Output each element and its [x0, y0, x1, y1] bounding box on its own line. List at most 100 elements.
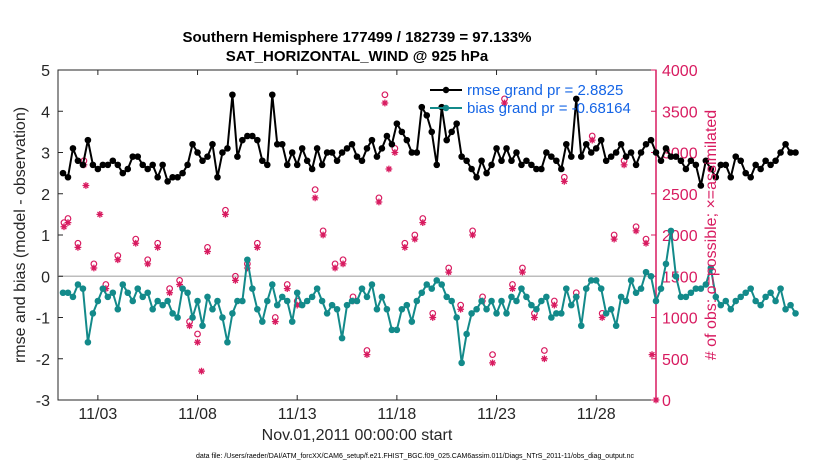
bias-point: [139, 293, 147, 301]
obs-assimilated-marker: [550, 301, 558, 309]
bias-point: [563, 285, 570, 292]
x-tick-label: 11/23: [477, 406, 516, 423]
rmse-point: [69, 145, 77, 152]
bias-point: [413, 297, 421, 305]
rmse-point: [767, 161, 774, 169]
rmse-point: [313, 145, 321, 152]
obs-possible-marker: [311, 186, 319, 194]
bias-point: [602, 310, 610, 317]
rmse-point: [627, 149, 635, 156]
rmse-point: [722, 161, 730, 169]
bias-point: [622, 297, 630, 305]
bias-point: [343, 301, 351, 309]
rmse-point: [697, 182, 705, 189]
rmse-point: [473, 173, 480, 181]
rmse-point: [458, 153, 465, 160]
bias-point: [647, 272, 655, 280]
bias-point: [298, 301, 306, 309]
obs-assimilated-marker: [176, 281, 183, 288]
bias-point: [373, 305, 381, 313]
y-axis-right-label: # of obs: o=possible; ×=assimilated: [703, 110, 720, 360]
rmse-point: [403, 136, 411, 144]
obs-assimilated-marker: [375, 198, 383, 206]
x-axis-label: Nov.01,2011 00:00:00 start: [262, 427, 453, 444]
x-axis: 11/03 11/08 11/13 11/18 11/23 11/28: [78, 70, 616, 423]
bias-point: [378, 293, 386, 301]
bias-point: [637, 285, 645, 292]
obs-assimilated-marker: [469, 231, 477, 239]
bias-point: [303, 297, 311, 305]
obs-assimilated-marker: [186, 322, 193, 330]
bias-point: [443, 293, 451, 301]
bias-point: [219, 314, 226, 321]
bias-point: [69, 293, 77, 301]
obs-assimilated-marker: [198, 367, 205, 375]
bias-point: [652, 297, 660, 305]
rmse-point: [597, 136, 605, 144]
bias-point: [478, 297, 485, 305]
y-left-tick-label: -1: [36, 311, 50, 328]
y-left-tick-label: 4: [41, 104, 50, 121]
y-right-tick-label: 3500: [662, 104, 698, 121]
bias-point: [772, 297, 779, 305]
rmse-point: [662, 145, 670, 152]
rmse-point: [637, 149, 645, 156]
rmse-point: [747, 173, 754, 181]
rmse-point: [443, 136, 451, 144]
rmse-point: [79, 161, 87, 169]
rmse-point: [523, 157, 530, 165]
bias-point: [79, 285, 87, 292]
rmse-point: [328, 149, 336, 156]
bias-point: [149, 305, 156, 313]
obs-assimilated-marker: [222, 210, 229, 218]
rmse-point: [543, 149, 550, 156]
bias-point: [273, 301, 281, 309]
rmse-point: [393, 120, 401, 127]
bias-point: [129, 297, 137, 305]
obs-assimilated-marker: [560, 177, 568, 185]
rmse-point: [572, 95, 580, 103]
rmse-point: [288, 149, 296, 156]
rmse-point: [64, 173, 72, 181]
rmse-point: [737, 157, 745, 165]
rmse-point: [194, 149, 201, 156]
rmse-point: [209, 140, 216, 148]
bias-point: [179, 285, 186, 292]
rmse-point: [632, 161, 640, 169]
rmse-point: [104, 161, 112, 169]
rmse-point: [518, 161, 525, 169]
rmse-point: [224, 145, 231, 152]
bias-point: [209, 305, 216, 313]
rmse-point: [528, 161, 535, 169]
bias-point: [184, 289, 191, 297]
bias-point: [363, 293, 371, 301]
rmse-point: [777, 149, 784, 156]
obs-assimilated-marker: [166, 289, 174, 297]
bias-point: [533, 305, 540, 313]
bias-point: [278, 293, 286, 301]
bias-point: [353, 297, 361, 305]
bias-point: [169, 310, 176, 317]
rmse-point: [538, 165, 545, 173]
obs-assimilated-marker: [457, 305, 465, 313]
y-right-tick-label: 0: [662, 393, 671, 410]
bias-point: [632, 289, 640, 297]
y-axis-left-label: rmse and bias (model - observation): [12, 107, 29, 363]
bias-point: [368, 281, 376, 288]
legend-rmse-label: rmse grand pr = 2.8825: [467, 82, 623, 99]
rmse-point: [234, 153, 241, 160]
rmse-point: [647, 136, 655, 144]
x-tick-label: 11/03: [78, 406, 117, 423]
bias-point: [189, 314, 196, 321]
obs-assimilated-marker: [391, 149, 399, 156]
bias-point: [558, 310, 565, 317]
rmse-point: [149, 161, 156, 169]
bias-point: [732, 297, 740, 305]
bias-point: [423, 281, 431, 288]
bias-point: [318, 297, 326, 305]
obs-assimilated-marker: [339, 260, 347, 268]
obs-assimilated-marker: [610, 235, 618, 243]
bias-point: [548, 314, 555, 321]
bias-point: [682, 293, 690, 301]
obs-assimilated-marker: [253, 243, 261, 251]
